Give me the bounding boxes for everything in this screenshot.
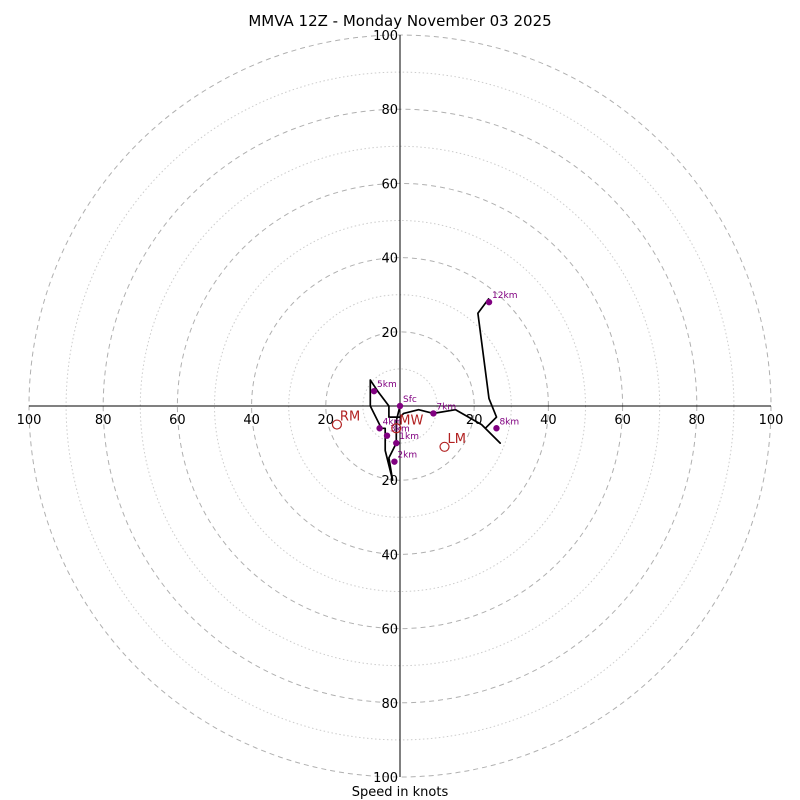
tick-label-x-right: 40: [540, 413, 557, 428]
height-marker-dot: [376, 425, 383, 432]
tick-label-y-down: 80: [381, 697, 398, 712]
storm-motion-label: LM: [448, 432, 466, 447]
height-marker-dot: [485, 298, 493, 306]
height-marker-dot: [430, 410, 437, 417]
storm-motion-label: RM: [340, 410, 360, 425]
tick-label-y-down: 100: [373, 771, 398, 786]
tick-label-x-left: 100: [17, 413, 42, 428]
tick-label-y-down: 40: [381, 548, 398, 563]
chart-title: MMVA 12Z - Monday November 03 2025: [248, 12, 551, 30]
tick-labels: 100 80 60 40 20 20 40 60 80 100204060801002040608…: [17, 29, 784, 786]
height-marker-dot: [383, 432, 391, 439]
height-marker-label: 4km: [383, 417, 403, 427]
tick-label-x-left: 60: [169, 413, 186, 428]
tick-label-y-up: 20: [381, 326, 398, 341]
tick-label-x-left: 20: [318, 413, 335, 428]
storm-motion-markers: RM LM MW: [331, 410, 466, 452]
tick-label-x-left: 80: [95, 413, 112, 428]
tick-label-x-right: 80: [689, 413, 706, 428]
tick-label-x-right: 60: [614, 413, 631, 428]
height-marker-label: 7km: [436, 402, 456, 412]
height-marker-dot: [370, 387, 378, 395]
height-marker-label: 12km: [492, 291, 517, 301]
height-marker-dot: [391, 458, 398, 465]
wind-trace: [369, 297, 502, 482]
tick-label-y-up: 80: [381, 103, 398, 118]
height-marker-label: 3km: [390, 425, 410, 435]
storm-motion-circle: [439, 441, 450, 452]
tick-label-y-up: 60: [381, 177, 398, 192]
storm-motion-circle: [391, 423, 402, 434]
tick-label-y-up: 100: [373, 29, 398, 44]
x-axis-label: Speed in knots: [352, 785, 449, 800]
tick-label-x-right: 100: [759, 413, 784, 428]
height-marker-dot: [396, 402, 404, 410]
height-marker-label: Sfc: [403, 395, 417, 405]
storm-motion-label: MW: [399, 413, 423, 428]
tick-label-y-up: 40: [381, 252, 398, 267]
height-marker-label: 1km: [399, 432, 419, 442]
height-marker-label: 5km: [377, 380, 397, 390]
height-marker-dot: [493, 425, 500, 432]
height-marker-label: 8km: [499, 417, 519, 427]
hodograph-trace-line: [369, 297, 502, 482]
height-marker-label: 2km: [397, 451, 417, 461]
tick-label-x-left: 40: [243, 413, 260, 428]
tick-label-y-down: 20: [381, 474, 398, 489]
height-marker-dot: [393, 439, 400, 447]
tick-label-y-down: 60: [381, 623, 398, 638]
storm-motion-circle: [331, 419, 343, 430]
